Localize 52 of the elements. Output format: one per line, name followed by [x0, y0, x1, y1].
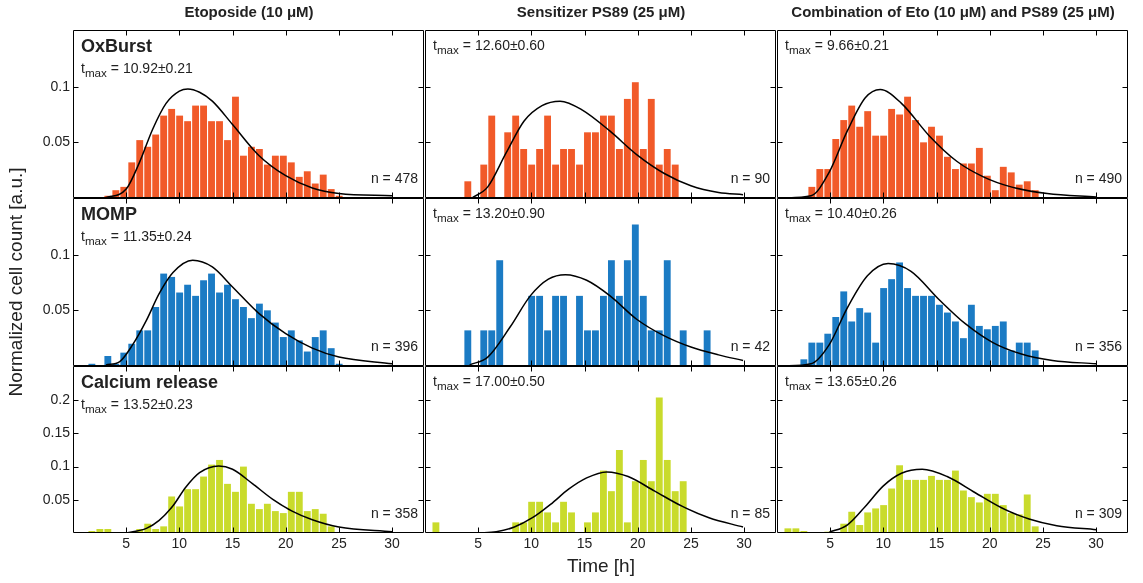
x-tick-label: 10	[171, 535, 188, 552]
annotation: t$_{max}$ = 13.65±0.26	[785, 373, 897, 392]
y-tick-label: 0.1	[50, 457, 71, 474]
y-tick-label: 0.1	[50, 77, 71, 94]
x-tick-label: 15	[224, 535, 241, 552]
x-axis-title: Time [h]	[567, 555, 635, 577]
y-tick-label: 0.05	[42, 301, 71, 318]
y-tick-label: 0.05	[42, 133, 71, 150]
y-tick-label: 0.2	[50, 391, 71, 408]
annotation: n = 490	[1074, 170, 1122, 186]
x-tick-label: 25	[331, 535, 347, 552]
x-tick-label: 15	[928, 535, 945, 552]
x-tick-label: 5	[122, 535, 131, 552]
annotation: t$_{max}$ = 13.52±0.23	[81, 396, 193, 415]
y-tick-label: 0.05	[42, 490, 71, 507]
annotation: t$_{max}$ = 11.35±0.24	[81, 228, 192, 247]
chart-title: Combination of Eto (10 μM) and PS89 (25 μM)	[790, 3, 1116, 20]
x-tick-label: 10	[875, 535, 892, 552]
annotation: MOMP	[81, 204, 137, 225]
x-tick-label: 25	[683, 535, 699, 552]
annotation: n = 478	[370, 170, 418, 186]
y-tick-label: 0.15	[42, 424, 71, 441]
annotation: n = 356	[1074, 338, 1122, 354]
chart-title: Etoposide (10 μM)	[183, 3, 315, 20]
chart-title: Sensitizer PS89 (25 μM)	[515, 3, 687, 20]
annotation: t$_{max}$ = 13.20±0.90	[433, 205, 545, 224]
x-tick-label: 30	[384, 535, 401, 552]
x-tick-label: 25	[1035, 535, 1051, 552]
annotation: t$_{max}$ = 12.60±0.60	[433, 37, 545, 56]
annotation: n = 396	[370, 338, 418, 354]
x-tick-label: 30	[736, 535, 753, 552]
annotation: t$_{max}$ = 10.40±0.26	[785, 205, 897, 224]
x-tick-label: 20	[277, 535, 294, 552]
x-tick-label: 5	[474, 535, 483, 552]
annotation: n = 90	[730, 170, 770, 186]
x-tick-label: 20	[981, 535, 998, 552]
annotation: Calcium release	[81, 372, 219, 393]
annotation: t$_{max}$ = 10.92±0.21	[81, 60, 193, 79]
annotation: n = 358	[370, 505, 418, 521]
annotation: OxBurst	[81, 36, 153, 57]
y-axis-title: Normalized cell count [a.u.]	[5, 167, 27, 397]
annotation: n = 309	[1074, 505, 1122, 521]
annotation: t$_{max}$ = 17.00±0.50	[433, 373, 545, 392]
x-tick-label: 10	[523, 535, 540, 552]
x-tick-label: 20	[629, 535, 646, 552]
annotation: t$_{max}$ = 9.66±0.21	[785, 37, 890, 56]
y-tick-label: 0.1	[50, 245, 71, 262]
annotation: n = 42	[730, 338, 770, 354]
x-tick-label: 5	[826, 535, 835, 552]
annotation: n = 85	[730, 505, 770, 521]
x-tick-label: 30	[1088, 535, 1105, 552]
x-tick-label: 15	[576, 535, 593, 552]
